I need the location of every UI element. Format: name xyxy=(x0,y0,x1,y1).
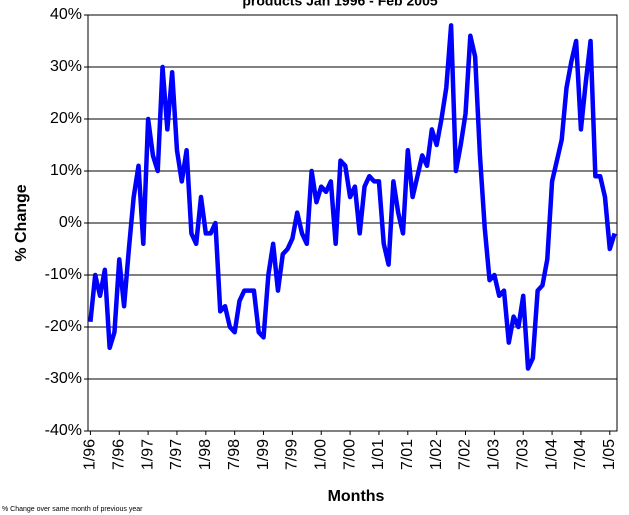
x-tick-label: 7/99 xyxy=(284,439,301,470)
x-tick-label: 1/00 xyxy=(312,439,329,470)
x-tick-label: 1/96 xyxy=(82,439,99,470)
y-tick-label: 10% xyxy=(50,162,82,179)
x-tick-label: 7/00 xyxy=(341,439,358,470)
chart-title: products Jan 1996 - Feb 2005 xyxy=(242,0,438,9)
y-tick-label: -30% xyxy=(45,370,82,387)
x-tick-label: 7/02 xyxy=(457,439,474,470)
x-tick-label: 1/05 xyxy=(601,439,618,470)
y-axis-label: % Change xyxy=(13,184,30,261)
x-tick-label: 7/03 xyxy=(514,439,531,470)
x-tick-label: 1/97 xyxy=(139,439,156,470)
y-tick-label: 0% xyxy=(59,214,82,231)
x-tick-label: 1/04 xyxy=(543,439,560,470)
y-tick-label: 40% xyxy=(50,6,82,23)
x-tick-label: 1/03 xyxy=(486,439,503,470)
x-tick-label: 7/98 xyxy=(226,439,243,470)
x-tick-label: 7/97 xyxy=(168,439,185,470)
y-tick-label: -20% xyxy=(45,318,82,335)
x-axis-label: Months xyxy=(328,488,385,505)
x-tick-label: 7/01 xyxy=(399,439,416,470)
x-tick-label: 1/99 xyxy=(255,439,272,470)
y-tick-label: -40% xyxy=(45,422,82,439)
x-tick-label: 1/02 xyxy=(428,439,445,470)
y-tick-label: 30% xyxy=(50,58,82,75)
y-tick-label: -10% xyxy=(45,266,82,283)
x-tick-label: 7/04 xyxy=(572,439,589,470)
x-tick-label: 1/01 xyxy=(370,439,387,470)
plot-frame xyxy=(87,14,618,432)
x-tick-label: 7/96 xyxy=(110,439,127,470)
data-line xyxy=(88,23,617,371)
x-tick-label: 1/98 xyxy=(197,439,214,470)
footnote: % Change over same month of previous yea… xyxy=(2,506,143,513)
y-tick-label: 20% xyxy=(50,110,82,127)
